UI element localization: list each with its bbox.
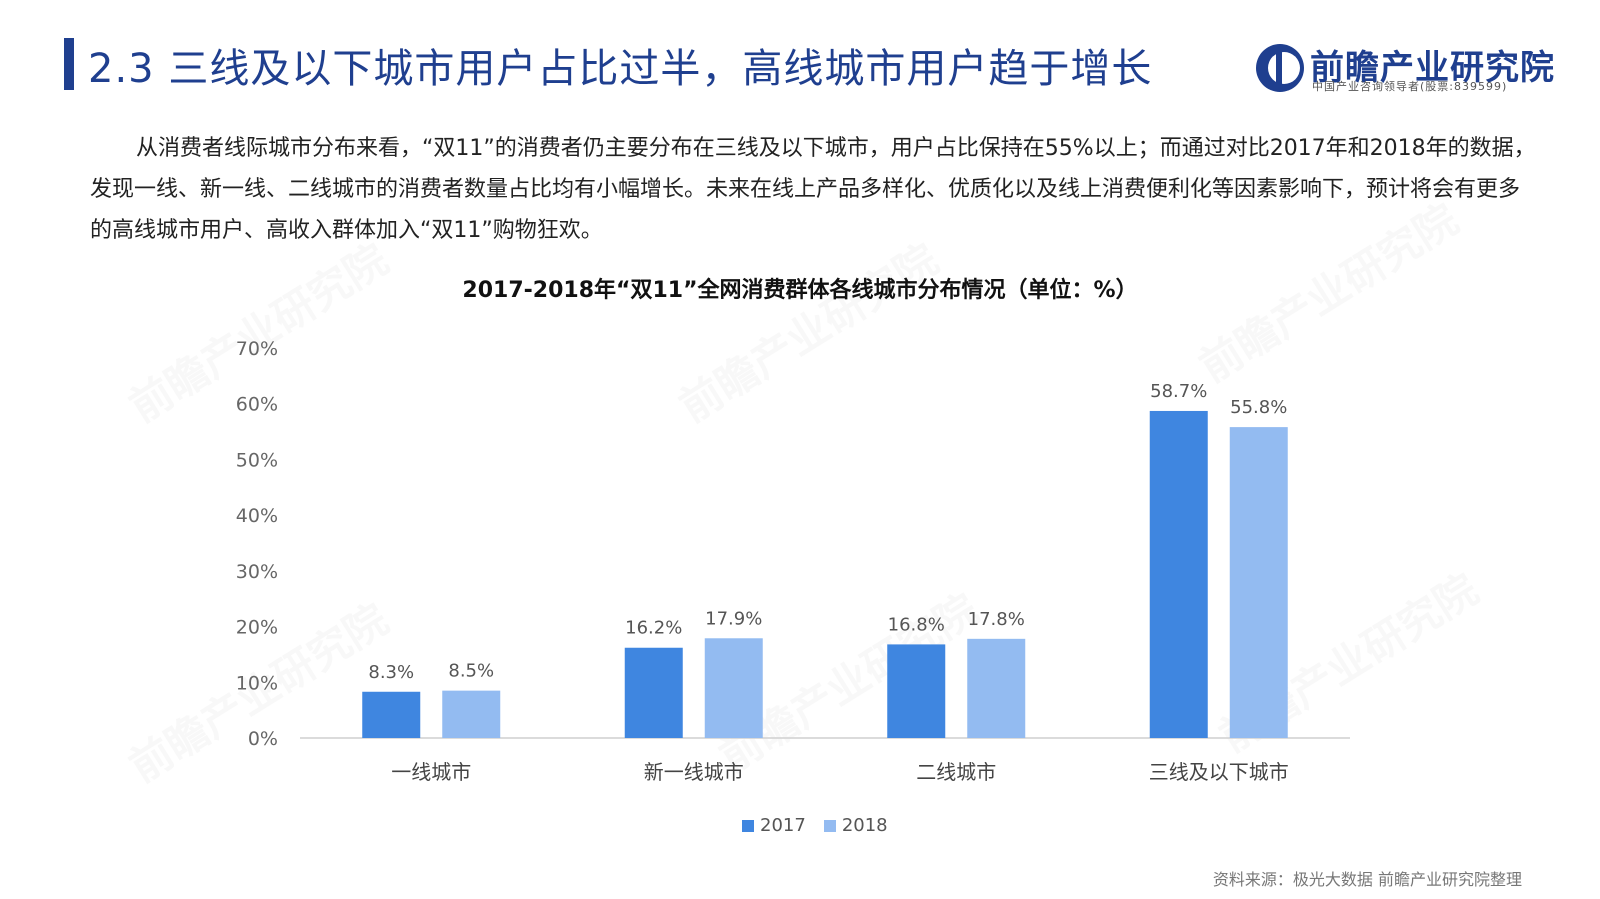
chart-legend: 2017 2018 (742, 815, 888, 836)
data-label: 58.7% (1150, 381, 1207, 402)
bar-2018-2 (967, 638, 1026, 738)
y-tick-label: 40% (236, 505, 278, 527)
bar-2018-0 (442, 690, 501, 738)
y-tick-label: 60% (236, 394, 278, 416)
x-tick-label: 二线城市 (916, 760, 996, 784)
logo-name: 前瞻产业研究院 (1310, 48, 1555, 88)
bar-2017-1 (624, 647, 683, 738)
legend-item-2018: 2018 (823, 815, 888, 836)
y-tick-label: 20% (236, 617, 278, 639)
legend-swatch-2017 (742, 819, 754, 832)
data-label: 17.8% (968, 609, 1025, 630)
bar-2017-3 (1149, 410, 1208, 738)
x-tick-label: 三线及以下城市 (1149, 760, 1289, 784)
bar-2018-3 (1229, 427, 1288, 738)
y-tick-label: 10% (236, 672, 278, 694)
data-label: 8.3% (368, 662, 414, 683)
source-note: 资料来源：极光大数据 前瞻产业研究院整理 (1212, 870, 1522, 889)
data-label: 8.5% (448, 661, 494, 682)
data-label: 55.8% (1230, 397, 1287, 418)
legend-label-2018: 2018 (841, 815, 888, 836)
bar-2017-0 (362, 691, 421, 738)
bar-2018-1 (704, 638, 763, 738)
logo-mark-icon (1256, 44, 1304, 92)
intro-paragraph: 从消费者线际城市分布来看，“双11”的消费者仍主要分布在三线及以下城市，用户占比… (90, 136, 1536, 243)
chart-title: 2017-2018年“双11”全网消费群体各线城市分布情况（单位：%） (462, 278, 1138, 303)
y-tick-label: 0% (248, 728, 278, 750)
legend-item-2017: 2017 (742, 815, 806, 836)
logo-subtitle: 中国产业咨询领导者(股票:839599) (1312, 80, 1508, 93)
brand-logo: 前瞻产业研究院 中国产业咨询领导者(股票:839599) (1254, 40, 1554, 94)
page-title: 2.3 三线及以下城市用户占比过半，高线城市用户趋于增长 (88, 46, 1153, 92)
bar-chart: 0% 10% 20% 30% 40% 50% 60% 70% 8.3% 8.5% 一线城市 16.2%… (236, 338, 1350, 784)
bar-2017-2 (887, 644, 946, 738)
legend-label-2017: 2017 (760, 815, 806, 836)
y-tick-label: 50% (236, 449, 278, 471)
legend-swatch-2018 (823, 819, 836, 832)
x-tick-label: 新一线城市 (644, 760, 744, 784)
data-label: 16.2% (625, 618, 682, 639)
x-tick-label: 一线城市 (391, 760, 471, 784)
y-tick-label: 70% (236, 338, 278, 360)
data-label: 16.8% (888, 614, 945, 635)
y-tick-label: 30% (236, 561, 278, 583)
title-accent-bar (64, 38, 74, 90)
data-label: 17.9% (705, 608, 762, 629)
